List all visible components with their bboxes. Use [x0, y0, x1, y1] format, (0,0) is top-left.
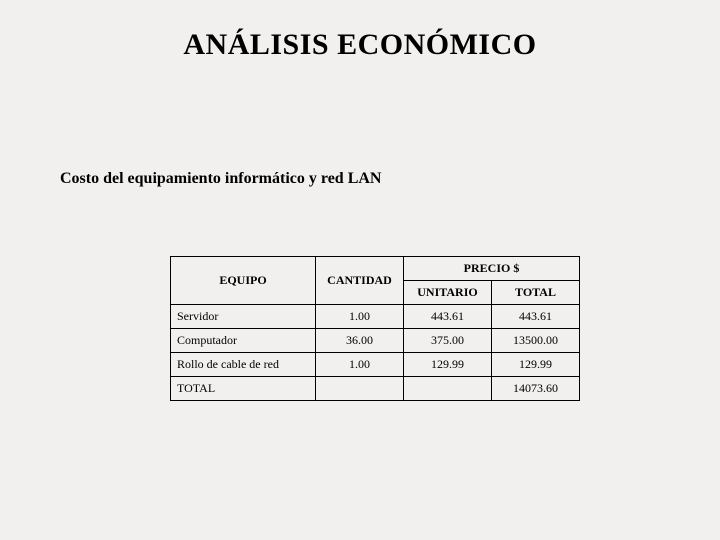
footer-blank	[404, 377, 492, 401]
cell-total: 13500.00	[492, 329, 580, 353]
col-header-cantidad: CANTIDAD	[316, 257, 404, 305]
cell-cantidad: 1.00	[316, 353, 404, 377]
table-row: Servidor 1.00 443.61 443.61	[171, 305, 580, 329]
cell-total: 129.99	[492, 353, 580, 377]
subtitle: Costo del equipamiento informático y red…	[60, 170, 381, 188]
cell-unitario: 375.00	[404, 329, 492, 353]
col-header-precio: PRECIO $	[404, 257, 580, 281]
table-row: Rollo de cable de red 1.00 129.99 129.99	[171, 353, 580, 377]
page-title: ANÁLISIS ECONÓMICO	[0, 0, 720, 62]
cell-equipo: Rollo de cable de red	[171, 353, 316, 377]
cell-total: 443.61	[492, 305, 580, 329]
table-footer-row: TOTAL 14073.60	[171, 377, 580, 401]
cell-cantidad: 36.00	[316, 329, 404, 353]
table-row: Computador 36.00 375.00 13500.00	[171, 329, 580, 353]
cell-unitario: 129.99	[404, 353, 492, 377]
footer-label: TOTAL	[171, 377, 316, 401]
footer-grand-total: 14073.60	[492, 377, 580, 401]
cost-table: EQUIPO CANTIDAD PRECIO $ UNITARIO TOTAL …	[170, 256, 580, 401]
cell-unitario: 443.61	[404, 305, 492, 329]
cell-equipo: Computador	[171, 329, 316, 353]
col-header-total: TOTAL	[492, 281, 580, 305]
footer-blank	[316, 377, 404, 401]
col-header-equipo: EQUIPO	[171, 257, 316, 305]
col-header-unitario: UNITARIO	[404, 281, 492, 305]
cell-equipo: Servidor	[171, 305, 316, 329]
cell-cantidad: 1.00	[316, 305, 404, 329]
